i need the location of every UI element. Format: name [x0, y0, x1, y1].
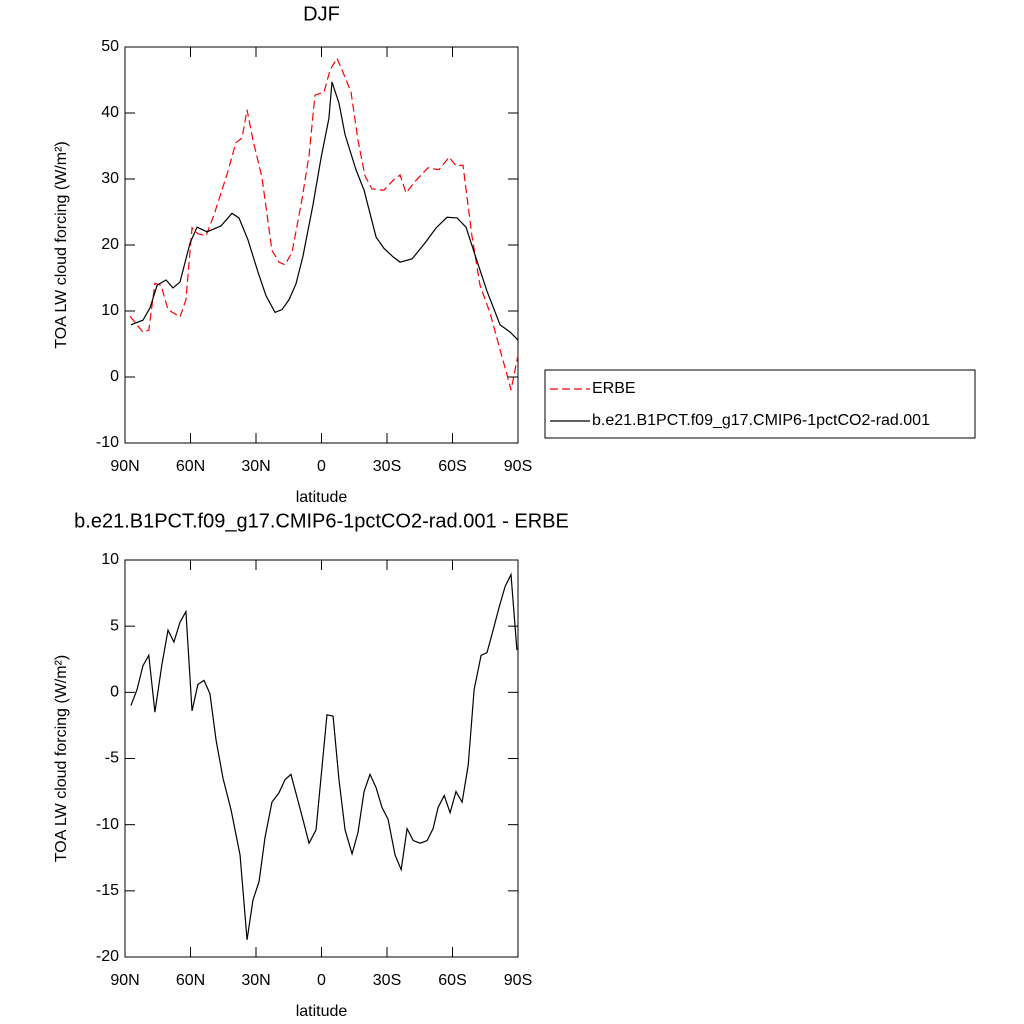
- legend-label: ERBE: [592, 380, 636, 397]
- plot-frame: [124, 559, 519, 958]
- y-tick-label: -10: [96, 816, 119, 833]
- y-tick-label: 30: [101, 170, 119, 187]
- y-tick-label: 5: [110, 617, 119, 634]
- y-tick-label: -10: [96, 434, 119, 451]
- x-tick-label: 30N: [241, 458, 270, 475]
- y-tick-label: -5: [105, 750, 119, 767]
- y-tick-label: -20: [96, 948, 119, 965]
- x-axis-label: latitude: [296, 489, 348, 506]
- y-axis-label: TOA LW cloud forcing (W/m²): [53, 141, 70, 348]
- x-tick-label: 30S: [373, 972, 401, 989]
- data-line: [130, 81, 519, 341]
- y-tick-label: 10: [101, 551, 119, 568]
- y-tick-label: 20: [101, 236, 119, 253]
- x-axis-label: latitude: [296, 1003, 348, 1020]
- x-tick-label: 90S: [504, 458, 532, 475]
- y-tick-label: 0: [110, 368, 119, 385]
- data-line: [129, 56, 519, 391]
- data-line: [130, 572, 518, 940]
- y-tick-label: 10: [101, 302, 119, 319]
- legend-box: [544, 369, 976, 439]
- plot-frame: [124, 46, 519, 444]
- x-tick-label: 60N: [176, 458, 205, 475]
- x-tick-label: 60S: [438, 972, 466, 989]
- x-tick-label: 0: [317, 458, 326, 475]
- x-tick-label: 90N: [110, 458, 139, 475]
- x-tick-label: 90N: [110, 972, 139, 989]
- x-tick-label: 60N: [176, 972, 205, 989]
- x-tick-label: 0: [317, 972, 326, 989]
- y-tick-label: -15: [96, 882, 119, 899]
- y-tick-label: 40: [101, 104, 119, 121]
- y-tick-label: 50: [101, 38, 119, 55]
- chart-title: b.e21.B1PCT.f09_g17.CMIP6-1pctCO2-rad.00…: [74, 510, 569, 532]
- y-tick-label: 0: [110, 684, 119, 701]
- x-tick-label: 90S: [504, 972, 532, 989]
- legend-label: b.e21.B1PCT.f09_g17.CMIP6-1pctCO2-rad.00…: [592, 412, 930, 429]
- y-axis-label: TOA LW cloud forcing (W/m²): [53, 655, 70, 862]
- x-tick-label: 30S: [373, 458, 401, 475]
- chart-title: DJF: [303, 3, 340, 25]
- x-tick-label: 60S: [438, 458, 466, 475]
- x-tick-label: 30N: [241, 972, 270, 989]
